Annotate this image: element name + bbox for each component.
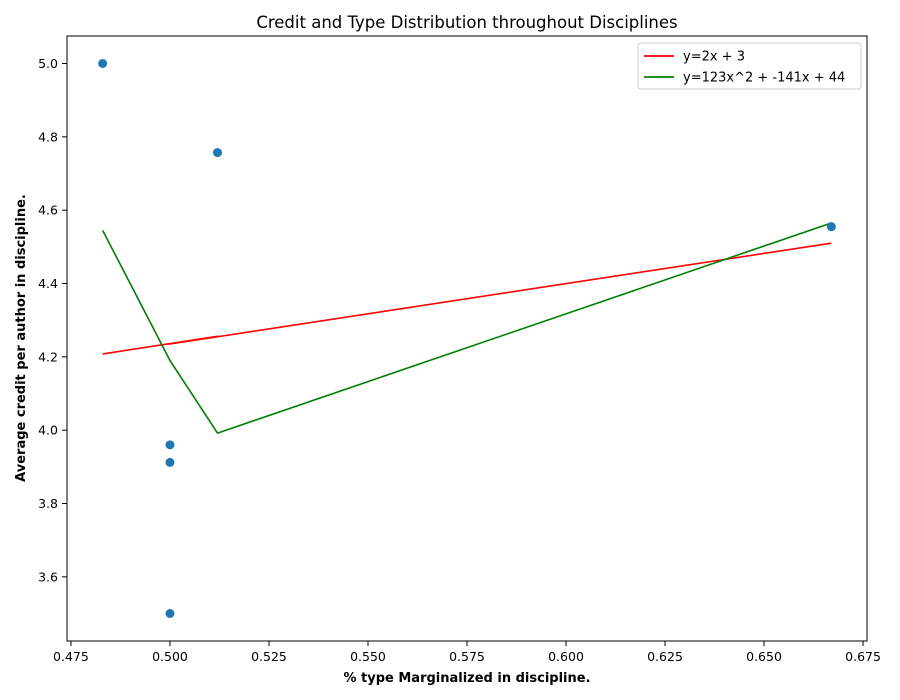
x-tick-label: 0.500 [152, 649, 188, 664]
x-tick-label: 0.650 [746, 649, 782, 664]
x-tick-label: 0.575 [449, 649, 485, 664]
x-axis: 0.475 0.500 0.525 0.550 0.575 0.600 0.625 0.650… [53, 641, 881, 664]
series-lines [101, 222, 832, 434]
legend-box [637, 42, 862, 90]
legend: y=2x + 3 y=123x^2 + -141x + 44 [637, 42, 862, 90]
x-tick-label: 0.625 [647, 649, 683, 664]
y-tick-label: 3.8 [38, 496, 58, 511]
y-tick-label: 4.0 [38, 423, 58, 438]
plot-area [66, 35, 868, 642]
scatter-point [165, 457, 175, 467]
y-axis: 3.6 3.8 4.0 4.2 4.4 4.6 4.8 5.0 [38, 56, 67, 584]
x-tick-label: 0.550 [350, 649, 386, 664]
y-tick-label: 4.2 [38, 349, 58, 364]
x-axis-title: % type Marginalized in discipline. [343, 671, 590, 686]
scatter-point [98, 59, 108, 68]
y-tick-label: 4.4 [38, 276, 58, 291]
scatter-point [165, 609, 175, 618]
series-line-1 [101, 222, 832, 434]
y-tick-label: 3.6 [38, 569, 58, 584]
y-tick-label: 4.6 [38, 203, 58, 218]
x-tick-label: 0.475 [53, 649, 89, 664]
y-tick-label: 4.8 [38, 129, 58, 144]
x-tick-label: 0.600 [548, 649, 584, 664]
scatter-point [165, 440, 175, 450]
scatter-points [98, 59, 836, 618]
scatter-point [212, 148, 222, 158]
legend-label-1: y=123x^2 + -141x + 44 [683, 71, 845, 86]
x-tick-label: 0.525 [251, 649, 287, 664]
y-tick-label: 5.0 [38, 56, 58, 71]
y-axis-title: Average credit per author in discipline. [14, 194, 29, 482]
legend-label-0: y=2x + 3 [683, 50, 745, 65]
scatter-point [826, 222, 836, 232]
x-tick-label: 0.675 [845, 649, 881, 664]
chart-title: Credit and Type Distribution throughout … [256, 13, 677, 32]
series-line-0 [102, 242, 832, 355]
